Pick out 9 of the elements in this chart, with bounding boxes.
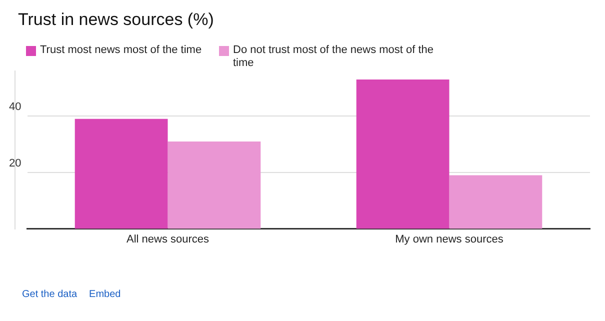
legend-label: Do not trust most of the news most of the time	[233, 44, 434, 70]
legend-label: Trust most news most of the time	[40, 44, 202, 57]
chart-title: Trust in news sources (%)	[18, 10, 214, 30]
text: Embed	[89, 289, 121, 300]
x-tick-label: All news sources	[126, 233, 210, 246]
y-tick-label: 20	[9, 157, 22, 170]
x-tick-label: My own news sources	[395, 233, 504, 246]
text: Get the data	[22, 289, 78, 300]
y-tick-label: 40	[9, 101, 22, 114]
